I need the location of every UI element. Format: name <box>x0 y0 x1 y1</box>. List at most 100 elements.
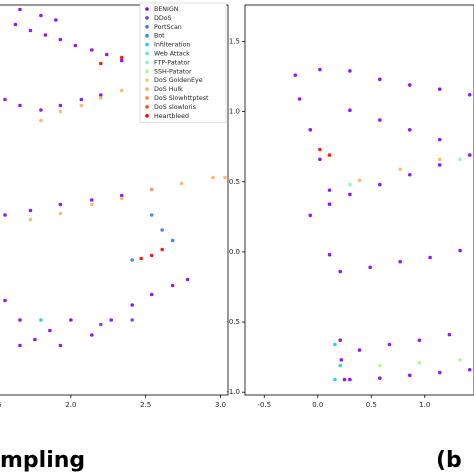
scatter-point <box>378 363 382 368</box>
scatter-point <box>18 343 22 348</box>
scatter-point <box>417 360 422 365</box>
scatter-point <box>378 118 382 122</box>
scatter-point <box>378 77 382 82</box>
legend-marker <box>145 69 149 74</box>
scatter-point <box>39 118 43 123</box>
y-tick-label: -0.5 <box>226 318 240 326</box>
scatter-point <box>223 175 227 180</box>
scatter-point <box>54 18 58 22</box>
panel-caption: (b <box>436 448 462 473</box>
legend-label: Web Attack <box>154 51 190 58</box>
scatter-point <box>73 43 78 48</box>
legend-marker <box>145 16 149 20</box>
x-tick-label: 0.0 <box>312 401 323 409</box>
scatter-point <box>333 377 337 382</box>
legend-marker <box>145 114 149 118</box>
scatter-point <box>3 213 7 217</box>
y-tick-label: -1.0 <box>226 388 240 396</box>
legend-box <box>139 2 227 123</box>
scatter-point <box>327 252 332 257</box>
plot-frame <box>0 4 229 396</box>
legend-marker <box>145 25 149 29</box>
scatter-point <box>39 108 43 112</box>
scatter-point <box>378 182 382 187</box>
scatter-point <box>179 181 184 186</box>
legend-marker <box>145 7 149 11</box>
scatter-point <box>3 298 7 303</box>
scatter-point <box>58 103 63 108</box>
scatter-point <box>348 377 352 382</box>
scatter-point <box>13 22 18 27</box>
scatter-point <box>318 147 322 152</box>
scatter-point <box>407 83 412 87</box>
scatter-point <box>333 342 337 347</box>
scatter-point <box>98 322 103 327</box>
scatter-point <box>357 178 362 183</box>
legend-label: PortScan <box>154 24 182 31</box>
scatter-point <box>378 376 382 380</box>
x-tick-label: 0.5 <box>366 401 377 409</box>
scatter-point <box>39 318 43 322</box>
scatter-point <box>119 196 124 201</box>
scatter-point <box>308 213 313 218</box>
scatter-point <box>69 318 73 322</box>
scatter-point <box>119 193 124 198</box>
legend-label: Bot <box>154 33 165 40</box>
scatter-point <box>407 128 412 132</box>
scatter-point <box>428 255 432 260</box>
scatter-point <box>139 256 143 261</box>
scatter-point <box>348 192 352 197</box>
scatter-point <box>437 157 442 162</box>
scatter-point <box>338 269 343 274</box>
scatter-point <box>58 211 63 216</box>
scatter-point <box>458 157 462 162</box>
legend-marker <box>145 105 149 109</box>
scatter-point <box>119 55 124 60</box>
scatter-point <box>458 358 462 362</box>
legend-label: Infilteration <box>154 42 190 49</box>
scatter-point <box>58 37 63 42</box>
scatter-point <box>130 318 135 322</box>
scatter-point <box>407 373 412 378</box>
scatter-point <box>458 248 462 253</box>
legend-label: DDoS <box>154 15 172 22</box>
x-tick-label: 1.5 <box>0 401 2 409</box>
scatter-point <box>338 338 343 343</box>
scatter-point <box>89 48 94 52</box>
scatter-point <box>160 247 164 252</box>
scatter-point <box>79 103 84 108</box>
scatter-point <box>130 258 135 262</box>
legend-label: DoS slowloris <box>154 104 196 111</box>
scatter-point <box>308 128 313 132</box>
x-tick-label: -0.5 <box>257 401 271 409</box>
scatter-point <box>98 61 103 66</box>
y-tick-label: 0.0 <box>229 248 240 256</box>
scatter-point <box>185 277 190 282</box>
scatter-point <box>338 363 343 368</box>
scatter-point <box>327 202 332 207</box>
scatter-point <box>297 97 302 101</box>
scatter-point <box>318 157 322 162</box>
scatter-point <box>170 238 175 243</box>
legend-marker <box>145 96 149 100</box>
scatter-point <box>368 265 373 270</box>
scatter-point <box>28 28 33 33</box>
y-tick-label: 1.5 <box>229 37 240 45</box>
scatter-point <box>18 7 22 12</box>
plot-frame <box>244 4 474 396</box>
scatter-point <box>407 172 412 177</box>
scatter-point <box>211 175 215 180</box>
scatter-point <box>89 198 94 202</box>
scatter-point <box>39 13 43 18</box>
scatter-point <box>119 88 124 93</box>
scatter-point <box>318 67 322 72</box>
y-tick-label: 1.0 <box>229 108 240 116</box>
scatter-point <box>447 332 452 337</box>
scatter-point <box>437 137 442 142</box>
scatter-point <box>43 33 48 37</box>
scatter-point <box>28 217 33 222</box>
scatter-point <box>149 292 154 297</box>
scatter-point <box>467 92 472 97</box>
scatter-point <box>149 213 154 217</box>
scatter-point <box>437 370 442 375</box>
